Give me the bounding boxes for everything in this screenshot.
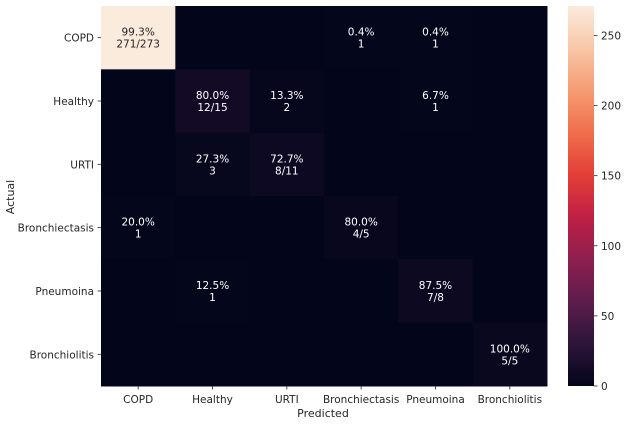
heatmap-cell [323,132,399,197]
heatmap-cell [249,6,325,70]
y-axis-ticks: COPD Healthy URTI Bronchiectasis Pneumoina Br… [18,33,101,361]
cell-annotation: 100.0% 5/5 [490,343,530,367]
heatmap-cell [101,6,176,70]
heatmap-cell [472,6,548,70]
heatmap-cell [323,195,399,260]
heatmap-cell [323,322,399,387]
heatmap-cell [472,322,548,387]
cell-annotation: 0.4% 1 [422,27,449,51]
cell-annotation: 20.0% 1 [121,217,154,241]
heatmap-cell [249,259,325,324]
heatmap-cell [101,322,176,387]
colorbar-ticks: 0 50 100 150 200 250 [594,30,621,393]
y-tick-label: Bronchiolitis [30,349,94,361]
y-tick-label: COPD [64,33,94,45]
heatmap-cell [175,259,251,324]
heatmap-cell [398,6,474,70]
colorbar [568,6,594,386]
colorbar-tick-label: 100 [601,241,621,253]
x-tick-label: Healthy [192,394,233,406]
heatmap-cell [101,195,176,260]
cell-annotation: 80.0% 12/15 [196,90,229,114]
y-tick-label: URTI [70,159,94,171]
x-tick-label: Pneumoina [406,394,465,406]
cell-annotation: 80.0% 4/5 [344,217,377,241]
cell-annotation: 99.3% 271/273 [116,27,160,51]
colorbar-tick-label: 150 [601,171,621,183]
y-tick-label: Bronchiectasis [18,223,94,235]
heatmap-cell [398,195,474,260]
x-tick-label: Bronchiolitis [478,394,542,406]
heatmap-cell [101,69,176,134]
heatmap-cell [398,69,474,134]
heatmap-cell-labels: 99.3% 271/273 0.4% 1 0.4% 1 80.0% 12/15 13.3% 2 6.… [116,27,529,368]
heatmap-cell [472,259,548,324]
cell-annotation: 87.5% 7/8 [419,280,452,304]
heatmap-cell [175,69,251,134]
heatmap-cell [398,259,474,324]
y-tick-label: Pneumoina [35,286,94,298]
x-axis-ticks: COPD Healthy URTI Bronchiectasis Pneumoina Br… [123,385,542,406]
heatmap-cells [101,6,548,387]
colorbar-tick-label: 50 [601,311,614,323]
heatmap-cell [101,132,176,197]
heatmap-cell [472,69,548,134]
cell-annotation: 12.5% 1 [196,280,229,304]
x-axis-label: Predicted [297,407,349,420]
cell-annotation: 13.3% 2 [270,90,303,114]
heatmap-cell [175,6,251,70]
y-axis-label: Actual [4,180,17,214]
x-tick-label: URTI [275,394,299,406]
heatmap-cell [398,322,474,387]
heatmap-cell [175,132,251,197]
heatmap-cell [472,195,548,260]
heatmap-cell [249,195,325,260]
heatmap-cell [323,6,399,70]
x-tick-label: Bronchiectasis [323,394,399,406]
cell-annotation: 72.7% 8/11 [270,153,303,177]
y-tick-label: Healthy [53,96,94,108]
heatmap-cell [249,132,325,197]
heatmap-cell [175,195,251,260]
heatmap-cell [323,69,399,134]
heatmap-cell [249,322,325,387]
colorbar-tick-label: 200 [601,101,621,113]
colorbar-tick-label: 0 [601,381,608,393]
heatmap-cell [249,69,325,134]
heatmap-cell [101,259,176,324]
heatmap-cell [323,259,399,324]
cell-annotation: 6.7% 1 [422,90,449,114]
cell-annotation: 0.4% 1 [348,27,375,51]
heatmap-cell [175,322,251,387]
x-tick-label: COPD [123,394,153,406]
colorbar-tick-label: 250 [601,30,621,42]
heatmap-cell [472,132,548,197]
heatmap-cell [398,132,474,197]
cell-annotation: 27.3% 3 [196,153,229,177]
